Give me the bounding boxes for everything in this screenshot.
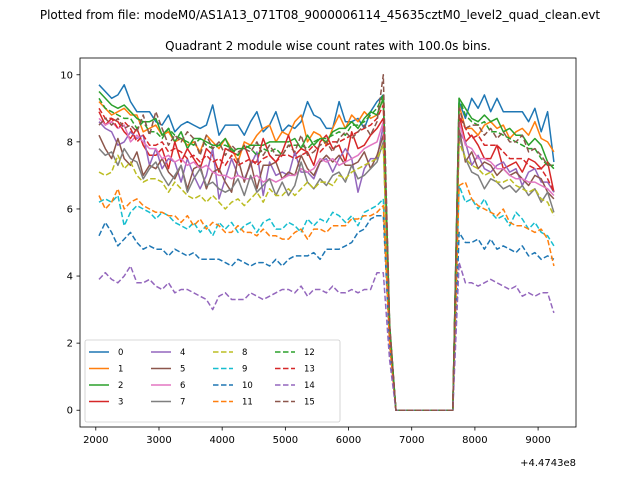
y-tick-label-0: 0: [67, 406, 73, 417]
x-tick-label-5000: 5000: [273, 435, 298, 446]
series-line-14: [98, 261, 555, 411]
legend-label-15: 15: [304, 398, 315, 408]
series-line-5: [98, 127, 555, 411]
x-tick-label-8000: 8000: [462, 435, 487, 446]
legend-label-11: 11: [242, 398, 253, 408]
figure-suptitle: Plotted from file: modeM0/AS1A13_071T08_…: [40, 8, 601, 22]
y-tick-label-8: 8: [67, 137, 73, 148]
y-tick-label-4: 4: [67, 272, 73, 283]
plot-frame: [79, 57, 577, 428]
legend-label-6: 6: [180, 381, 185, 391]
legend-label-1: 1: [118, 365, 123, 375]
series-line-15: [98, 74, 554, 411]
y-tick-label-6: 6: [67, 204, 73, 215]
legend-label-12: 12: [304, 348, 315, 358]
chart-title: Quadrant 2 module wise count rates with …: [165, 39, 491, 53]
series-line-10: [98, 214, 555, 411]
legend-label-13: 13: [304, 365, 315, 375]
legend-label-0: 0: [118, 348, 123, 358]
legend-label-10: 10: [242, 381, 253, 391]
y-tick-label-2: 2: [67, 339, 73, 350]
x-tick-label-7000: 7000: [399, 435, 424, 446]
series-layer: [98, 74, 555, 411]
legend-label-9: 9: [242, 365, 247, 375]
legend-label-5: 5: [180, 365, 185, 375]
x-tick-label-6000: 6000: [336, 435, 361, 446]
legend-label-3: 3: [118, 398, 123, 408]
series-line-6: [98, 117, 555, 411]
series-line-9: [98, 184, 555, 411]
series-line-3: [98, 111, 555, 411]
series-line-0: [98, 84, 555, 411]
x-offset-label: +4.4743e8: [520, 458, 576, 469]
x-tick-label-9000: 9000: [525, 435, 550, 446]
x-tick-label-4000: 4000: [209, 435, 234, 446]
legend-label-4: 4: [180, 348, 185, 358]
series-line-11: [98, 181, 555, 411]
legend-label-7: 7: [180, 398, 185, 408]
series-line-8: [98, 141, 555, 411]
legend-label-14: 14: [304, 381, 315, 391]
legend-label-8: 8: [242, 348, 247, 358]
x-tick-label-3000: 3000: [146, 435, 171, 446]
legend-label-2: 2: [118, 381, 123, 391]
y-tick-label-10: 10: [60, 70, 73, 81]
x-tick-label-2000: 2000: [83, 435, 108, 446]
series-line-7: [98, 134, 555, 411]
series-line-13: [98, 104, 555, 411]
